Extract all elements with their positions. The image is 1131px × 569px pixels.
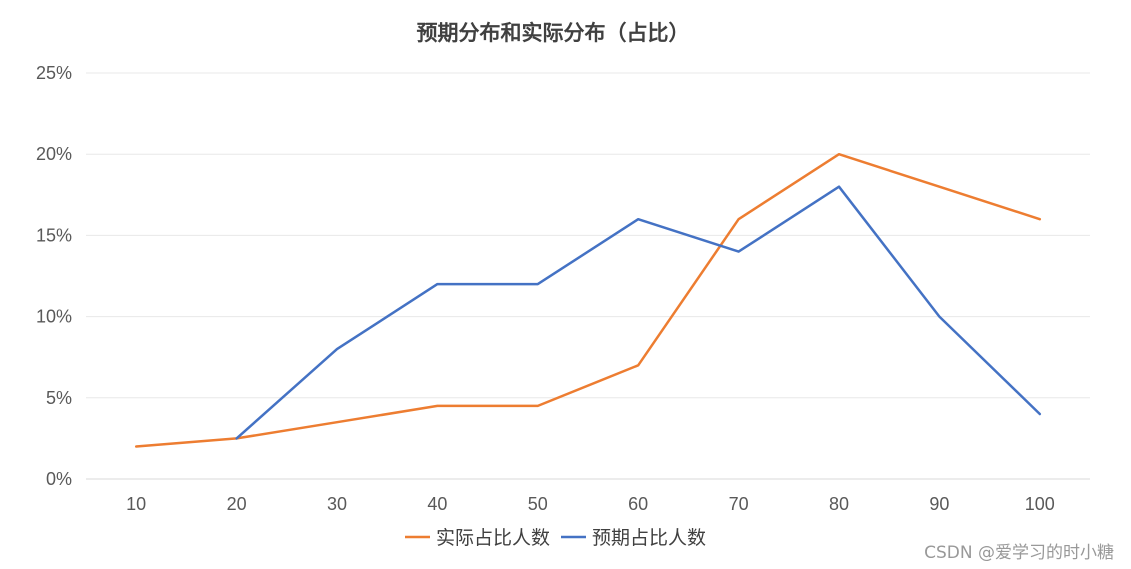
x-tick-label: 90 xyxy=(929,494,949,514)
watermark: CSDN @爱学习的时小糖 xyxy=(924,543,1114,563)
series-line-2 xyxy=(235,185,1042,440)
x-tick-label: 70 xyxy=(729,494,749,514)
series-line-1 xyxy=(134,152,1042,448)
legend: 实际占比人数 预期占比人数 xyxy=(405,527,706,549)
x-tick-label: 100 xyxy=(1025,494,1055,514)
y-tick-label: 10% xyxy=(36,307,72,327)
x-tick-label: 30 xyxy=(327,494,347,514)
x-tick-label: 20 xyxy=(227,494,247,514)
y-axis-ticks: 0% 5% 10% 15% 20% 25% xyxy=(36,63,72,489)
x-tick-label: 50 xyxy=(528,494,548,514)
chart-title: 预期分布和实际分布（占比） xyxy=(417,21,690,45)
y-tick-label: 5% xyxy=(46,388,72,408)
y-tick-label: 20% xyxy=(36,144,72,164)
gridlines xyxy=(86,72,1090,480)
x-axis-ticks: 10 20 30 40 50 60 70 80 90 100 xyxy=(126,494,1055,514)
x-tick-label: 60 xyxy=(628,494,648,514)
legend-label: 预期占比人数 xyxy=(592,527,706,549)
series-lines xyxy=(134,152,1042,448)
y-tick-label: 25% xyxy=(36,63,72,83)
x-tick-label: 40 xyxy=(427,494,447,514)
y-tick-label: 15% xyxy=(36,225,72,245)
x-tick-label: 10 xyxy=(126,494,146,514)
legend-label: 实际占比人数 xyxy=(436,527,550,549)
y-tick-label: 0% xyxy=(46,469,72,489)
x-tick-label: 80 xyxy=(829,494,849,514)
